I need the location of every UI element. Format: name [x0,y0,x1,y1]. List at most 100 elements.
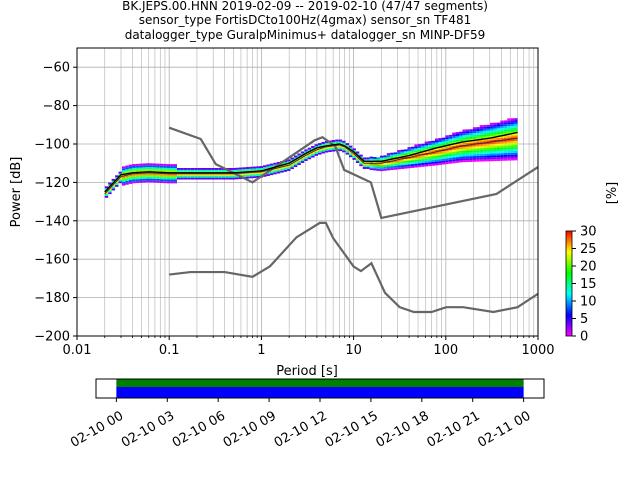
heatmap-cell [438,159,442,162]
coverage-tick-label: 02-11 00 [475,409,533,451]
heatmap-cell [476,134,480,137]
heatmap-cell [469,129,473,132]
colorbar-tick-label: 30 [580,225,597,240]
heatmap-cell [293,163,298,166]
heatmap-cell [503,135,508,138]
heatmap-cell [514,146,518,149]
heatmap-cell [496,141,501,144]
heatmap-cell [486,132,491,135]
heatmap-cell [469,135,473,137]
heatmap-cell [490,157,494,160]
heatmap-cell [507,127,511,130]
heatmap-cell [486,155,491,158]
heatmap-cell [414,165,418,168]
heatmap-cell [307,147,312,150]
heatmap-cell [417,163,422,166]
heatmap-cell [479,140,484,143]
heatmap-cell [404,160,408,163]
heatmap-cell [386,166,391,169]
heatmap-cell [434,151,439,154]
heatmap-cell [369,158,374,161]
heatmap-cell [496,130,501,133]
heatmap-cell [476,152,480,154]
heatmap-cell [483,124,487,127]
heatmap-cell [400,161,405,164]
heatmap-cell [417,155,422,158]
heatmap-cell [128,164,133,167]
heatmap-cell [159,175,164,178]
heatmap-cell [496,143,501,146]
heatmap-cell [434,144,439,147]
heatmap-cell [152,174,157,177]
heatmap-cell [472,152,477,155]
heatmap-cell [386,156,391,159]
heatmap-cell [448,136,453,139]
heatmap-cell [194,175,198,178]
heatmap-cell [335,139,339,142]
heatmap-cell [324,146,329,149]
heatmap-cell [379,161,384,164]
heatmap-cell [414,161,418,164]
heatmap-cell [311,151,315,154]
heatmap-cell [462,135,466,138]
heatmap-cell [486,159,491,162]
heatmap-cell [424,156,429,159]
heatmap-cell [493,138,497,140]
x-tick-label: 100 [433,343,458,358]
heatmap-cell [407,166,411,169]
colorbar-label: [%] [605,182,620,205]
heatmap-cell [469,140,473,143]
heatmap-cell [510,150,515,153]
heatmap-cell [393,165,398,168]
heatmap-cell [496,155,501,158]
heatmap-cell [235,175,239,178]
heatmap-cell [452,155,456,158]
heatmap-cell [514,156,518,159]
heatmap-cell [507,143,511,146]
heatmap-cell [500,126,504,129]
heatmap-cell [159,181,164,183]
heatmap-cell [125,180,129,183]
heatmap-cell [465,160,470,163]
heatmap-cell [493,143,497,146]
heatmap-cell [159,163,164,166]
heatmap-cell [359,160,363,163]
heatmap-cell [438,147,442,150]
heatmap-cell [428,156,432,159]
heatmap-cell [146,174,150,177]
heatmap-cell [417,161,422,164]
heatmap-cell [462,137,466,140]
heatmap-cell [128,166,133,169]
heatmap-cell [510,141,515,144]
heatmap-cell [421,164,425,167]
heatmap-cell [118,177,122,180]
heatmap-cell [479,128,484,131]
heatmap-cell [232,177,236,180]
heatmap-cell [139,167,143,170]
heatmap-cell [503,143,508,146]
heatmap-cell [232,169,236,172]
heatmap-cell [459,131,463,134]
heatmap-cell [479,136,484,139]
heatmap-cell [483,134,487,137]
heatmap-cell [455,153,460,156]
heatmap-cell [238,177,243,180]
heatmap-cell [414,159,418,162]
heatmap-cell [366,163,370,166]
heatmap-cell [469,133,473,136]
heatmap-cell [500,151,504,154]
heatmap-cell [218,177,222,180]
heatmap-cell [190,168,195,170]
heatmap-cell [507,147,511,150]
heatmap-cell [163,167,167,170]
heatmap-cell [472,156,477,158]
heatmap-cell [407,147,411,150]
heatmap-cell [194,173,198,176]
heatmap-cell [287,161,291,164]
heatmap-cell [242,169,246,172]
heatmap-cell [514,148,518,151]
heatmap-cell [428,164,432,167]
heatmap-cell [483,151,487,154]
heatmap-cell [483,136,487,139]
heatmap-cell [500,135,504,138]
